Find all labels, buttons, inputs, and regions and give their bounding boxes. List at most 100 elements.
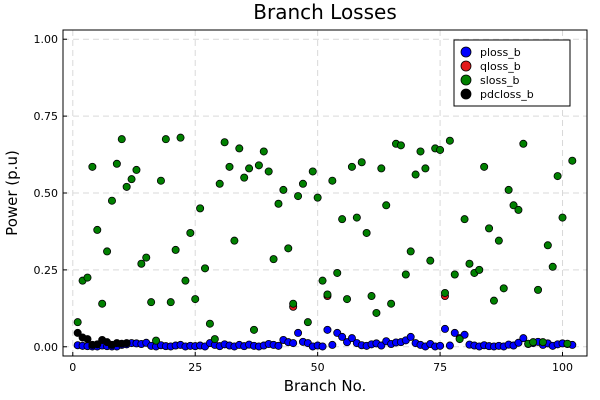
data-point-ploss_b [445,341,454,350]
data-point-ploss_b [323,325,332,334]
data-point-ploss_b [406,332,415,341]
data-point-sloss_b [156,176,165,185]
legend-marker [460,88,472,100]
data-point-sloss_b [485,224,494,233]
data-point-sloss_b [235,144,244,153]
data-point-sloss_b [534,285,543,294]
data-point-sloss_b [298,179,307,188]
data-point-sloss_b [347,162,356,171]
data-point-sloss_b [548,262,557,271]
data-point-sloss_b [563,339,572,348]
data-point-sloss_b [181,276,190,285]
data-point-sloss_b [343,295,352,304]
data-point-sloss_b [489,296,498,305]
data-point-sloss_b [367,292,376,301]
data-point-sloss_b [279,185,288,194]
legend-marker [460,46,472,58]
data-point-sloss_b [333,268,342,277]
data-point-ploss_b [289,339,298,348]
data-point-sloss_b [514,205,523,214]
data-point-sloss_b [88,162,97,171]
data-point-sloss_b [93,225,102,234]
y-tick-label: 0.75 [34,110,59,123]
legend-label: sloss_b [480,74,519,87]
x-tick-label: 25 [188,361,202,374]
data-point-sloss_b [103,247,112,256]
data-point-sloss_b [553,172,562,181]
data-point-ploss_b [347,334,356,343]
data-point-sloss_b [142,253,151,262]
data-point-ploss_b [328,340,337,349]
data-point-sloss_b [543,241,552,250]
series-sloss_b [73,133,577,348]
y-axis-title: Power (p.u) [3,150,21,236]
data-point-sloss_b [269,255,278,264]
data-point-sloss_b [401,270,410,279]
series-pdcloss_b [73,328,131,349]
data-point-sloss_b [455,335,464,344]
data-point-sloss_b [411,170,420,179]
data-point-sloss_b [338,215,347,224]
data-point-sloss_b [73,318,82,327]
data-point-sloss_b [303,318,312,327]
legend-box [453,39,571,107]
data-point-sloss_b [259,147,268,156]
data-point-sloss_b [357,158,366,167]
data-point-sloss_b [475,265,484,274]
data-point-sloss_b [421,164,430,173]
series-ploss_b [73,324,577,351]
data-point-ploss_b [514,338,523,347]
data-point-sloss_b [112,159,121,168]
data-point-sloss_b [215,179,224,188]
data-point-pdcloss_b [83,335,92,344]
data-point-pdcloss_b [122,339,131,348]
legend-marker [460,60,472,72]
data-point-sloss_b [558,213,567,222]
data-point-ploss_b [450,328,459,337]
data-point-sloss_b [382,201,391,210]
legend-label: qloss_b [480,60,521,73]
data-point-sloss_b [396,141,405,150]
data-point-sloss_b [127,175,136,184]
data-point-sloss_b [377,164,386,173]
data-point-sloss_b [323,290,332,299]
data-point-sloss_b [445,136,454,145]
data-point-sloss_b [519,139,528,148]
data-point-sloss_b [529,338,538,347]
data-point-sloss_b [460,215,469,224]
data-point-sloss_b [328,176,337,185]
data-point-sloss_b [117,135,126,144]
data-point-sloss_b [166,298,175,307]
data-point-sloss_b [362,228,371,237]
data-point-sloss_b [147,298,156,307]
data-point-sloss_b [230,236,239,245]
y-tick-label: 0.50 [34,187,59,200]
data-point-sloss_b [98,299,107,308]
data-point-sloss_b [568,156,577,165]
data-point-sloss_b [254,161,263,170]
x-tick-label: 75 [433,361,447,374]
data-point-sloss_b [240,173,249,182]
data-point-sloss_b [205,319,214,328]
data-point-sloss_b [152,336,161,345]
data-point-ploss_b [436,341,445,350]
data-point-ploss_b [294,328,303,337]
data-point-sloss_b [450,270,459,279]
data-point-sloss_b [436,145,445,154]
data-point-sloss_b [318,276,327,285]
x-axis-title: Branch No. [284,377,367,395]
legend-label: ploss_b [480,46,521,59]
data-point-ploss_b [519,334,528,343]
data-point-sloss_b [176,133,185,142]
data-point-sloss_b [494,236,503,245]
data-point-sloss_b [196,204,205,213]
data-point-sloss_b [122,182,131,191]
data-point-sloss_b [499,284,508,293]
data-point-sloss_b [538,338,547,347]
chart-title: Branch Losses [253,0,397,24]
data-point-pdcloss_b [73,328,82,337]
